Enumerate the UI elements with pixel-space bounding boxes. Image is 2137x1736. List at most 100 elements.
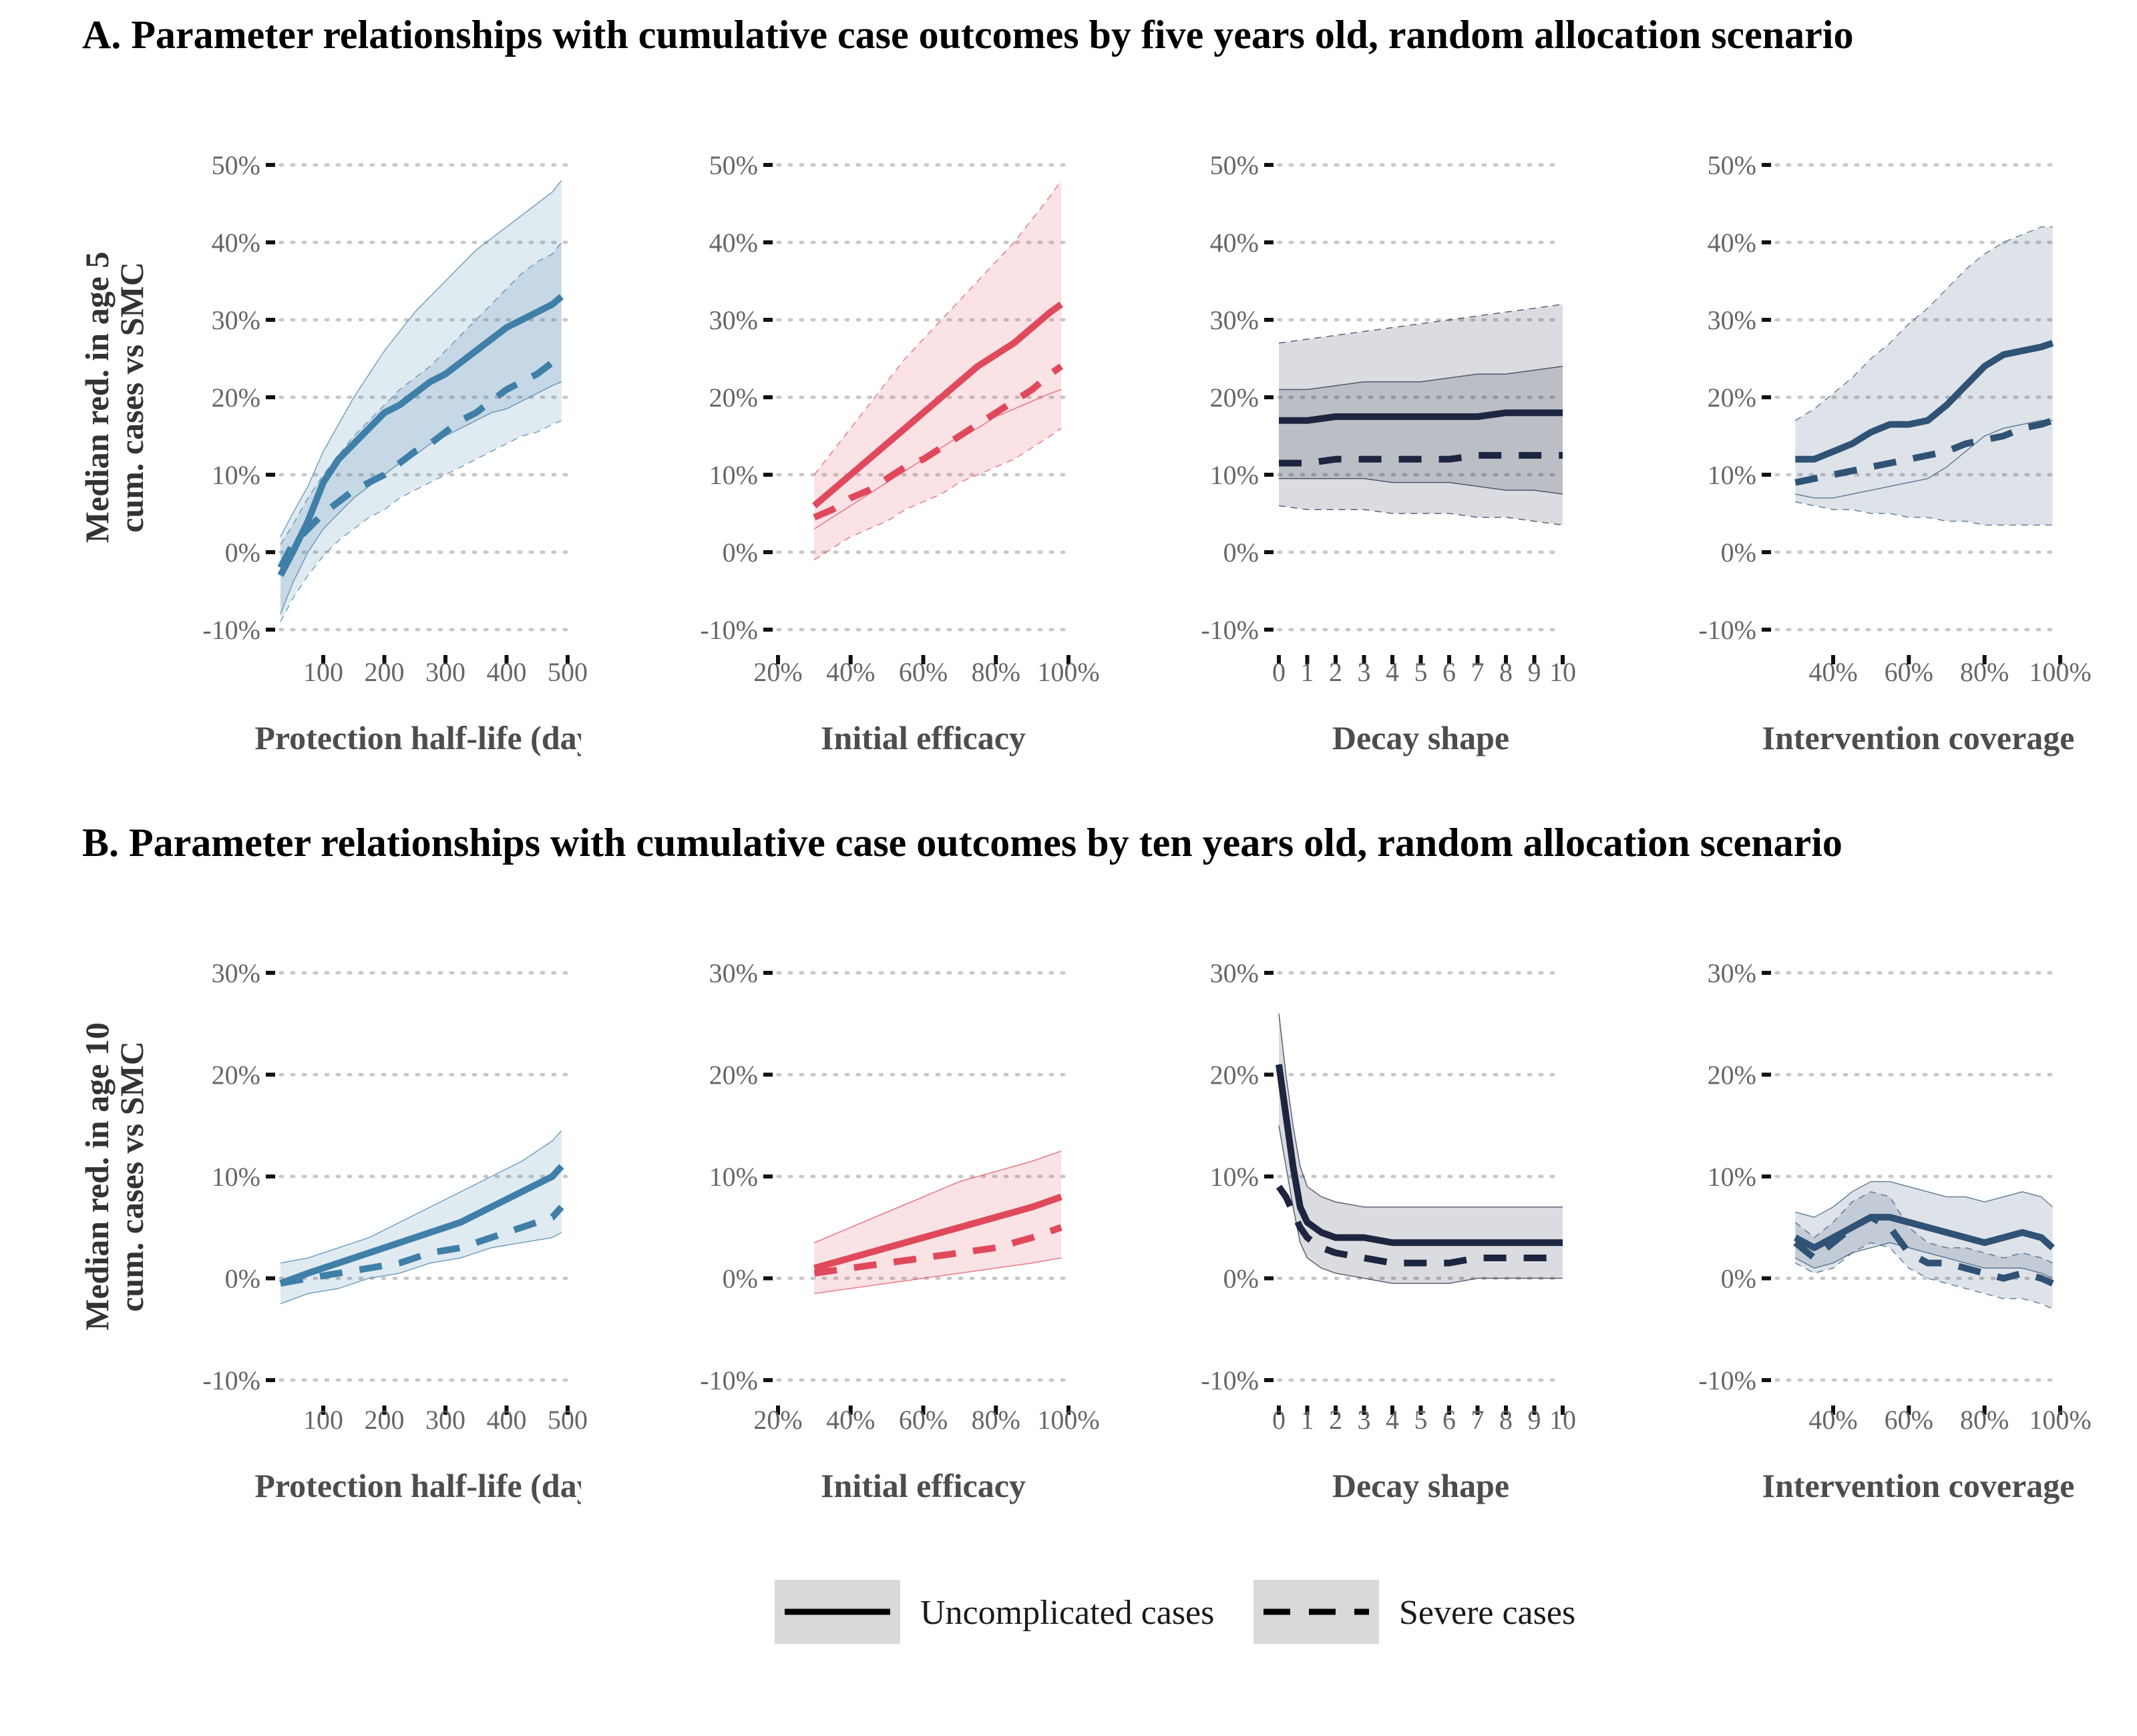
y-tick-label: 20%: [212, 1060, 260, 1090]
y-tick-label: -10%: [1201, 1365, 1259, 1395]
series-line-uncomplicated: [1276, 1064, 1563, 1247]
y-tick-label: 50%: [1708, 150, 1756, 180]
interval-upper-edge: [1279, 365, 1563, 391]
x-tick-label: 400: [487, 657, 527, 687]
x-tick-label: 5: [1414, 1405, 1428, 1435]
y-tick-label: -10%: [700, 1365, 758, 1395]
x-tick-label: 9: [1528, 1405, 1541, 1435]
x-tick-label: 40%: [1808, 1405, 1857, 1435]
series-line-uncomplicated: [279, 1164, 564, 1287]
interval-lower-edge: [813, 427, 1062, 561]
x-tick-label: 100%: [2029, 1405, 2091, 1435]
x-tick-label: 40%: [826, 1405, 875, 1435]
facet-b-1: -10% 0% 10% 20% 30% 20% 40% 60% 80% 100% Initial e…: [700, 958, 1099, 1504]
y-tick-label: -10%: [1698, 615, 1756, 645]
legend: Uncomplicated cases Severe cases: [775, 1580, 1575, 1644]
interval-lower-edge: [1279, 478, 1563, 495]
interval-upper-edge: [1794, 226, 2053, 421]
x-tick-label: 300: [425, 1405, 465, 1435]
facet-panels: -10%0%10%20%30%40%50%100 200 300 400 500Prot…: [78, 150, 2092, 1504]
interval-lower-edge: [1795, 501, 2053, 526]
x-tick-label: 60%: [1885, 1405, 1933, 1435]
y-tick-label: 20%: [1210, 383, 1259, 413]
y-tick-label: 40%: [709, 228, 758, 258]
y-tick-label: 50%: [1210, 150, 1259, 180]
interval-lower-edge: [1795, 420, 2053, 499]
y-tick-label: 20%: [212, 383, 260, 413]
legend-label-uncomplicated: Uncomplicated cases: [920, 1594, 1214, 1632]
panel-a-title: A. Parameter relationships with cumulati…: [82, 13, 1853, 57]
series-line-uncomplicated: [277, 294, 564, 578]
y-tick-label: 0%: [1223, 1264, 1259, 1294]
x-axis-label: Protection half-life (day: [254, 719, 593, 756]
interval-upper-edge: [1795, 1180, 2054, 1218]
interval-upper-edge: [813, 180, 1062, 475]
y-tick-label: 30%: [1210, 958, 1259, 988]
y-tick-label: 10%: [1210, 460, 1259, 490]
x-tick-label: 1: [1301, 657, 1314, 687]
x-tick-label: 100%: [1037, 1405, 1099, 1435]
y-axis-label: Median red. in age 10: [78, 1022, 116, 1331]
x-tick-label: 40%: [1808, 657, 1857, 687]
y-tick-label: 0%: [1223, 537, 1259, 568]
y-tick-label: 10%: [1210, 1162, 1259, 1192]
x-tick-label: 8: [1499, 1405, 1513, 1435]
y-tick-label: 10%: [212, 460, 260, 490]
series-line-severe: [813, 363, 1064, 521]
series-line-uncomplicated: [1795, 340, 2054, 463]
y-tick-label: 20%: [1210, 1060, 1259, 1090]
series-line-severe: [1276, 1184, 1563, 1267]
x-tick-label: 4: [1386, 657, 1399, 687]
interval-upper-edge: [280, 180, 562, 537]
x-axis-label: Decay shape: [1332, 719, 1509, 756]
y-tick-label: 0%: [723, 1264, 758, 1294]
y-tick-label: -10%: [700, 615, 758, 645]
y-tick-label: 40%: [1210, 228, 1259, 258]
y-tick-label: 30%: [709, 305, 758, 335]
interval-lower-edge: [1794, 1242, 2053, 1309]
x-tick-label: 100%: [2029, 657, 2091, 687]
y-tick-label: 20%: [1708, 1060, 1756, 1090]
x-tick-label: 80%: [972, 657, 1020, 687]
y-tick-label: 40%: [212, 228, 260, 258]
x-tick-label: 80%: [1960, 657, 2009, 687]
x-tick-label: 0: [1272, 657, 1286, 687]
y-axis-label: cum. cases vs SMC: [113, 262, 150, 533]
interval-lower-edge: [813, 389, 1062, 529]
series-line-severe: [1793, 1214, 2054, 1287]
x-tick-label: 400: [487, 1405, 527, 1435]
interval-band: [280, 180, 562, 614]
x-tick-label: 3: [1358, 657, 1371, 687]
interval-upper-edge: [280, 242, 562, 545]
x-tick-label: 5: [1414, 657, 1428, 687]
x-tick-label: 2: [1329, 657, 1342, 687]
x-tick-label: 500: [548, 657, 588, 687]
y-tick-label: 0%: [225, 537, 260, 568]
y-tick-label: -10%: [1201, 615, 1259, 645]
y-tick-label: -10%: [1698, 1365, 1756, 1395]
interval-upper-edge: [1278, 1013, 1563, 1208]
x-tick-label: 0: [1272, 1405, 1286, 1435]
x-tick-label: 500: [548, 1405, 588, 1435]
y-tick-label: 40%: [1708, 228, 1756, 258]
y-tick-label: 50%: [709, 150, 758, 180]
interval-band: [814, 180, 1062, 560]
x-tick-label: 7: [1471, 657, 1485, 687]
interval-upper-edge: [1794, 1191, 2053, 1264]
x-tick-label: 4: [1386, 1405, 1399, 1435]
panel-b-title: B. Parameter relationships with cumulati…: [82, 821, 1842, 865]
interval-band: [280, 242, 562, 622]
x-tick-label: 40%: [826, 657, 875, 687]
x-axis-label: Protection half-life (day: [254, 1467, 593, 1504]
x-tick-label: 100%: [1037, 657, 1099, 687]
y-tick-label: 0%: [225, 1264, 260, 1294]
y-tick-label: 0%: [1721, 1264, 1756, 1294]
y-tick-label: 0%: [1721, 537, 1756, 568]
interval-lower-edge: [1794, 1242, 2053, 1279]
facet-b-0: -10% 0% 10% 20% 30% 100 200 300 400 500 Protection…: [78, 958, 593, 1504]
x-tick-label: 80%: [972, 1405, 1020, 1435]
y-tick-label: 0%: [723, 537, 758, 568]
y-axis-label: Median red. in age 5: [78, 252, 116, 544]
y-tick-label: 10%: [709, 1162, 758, 1192]
